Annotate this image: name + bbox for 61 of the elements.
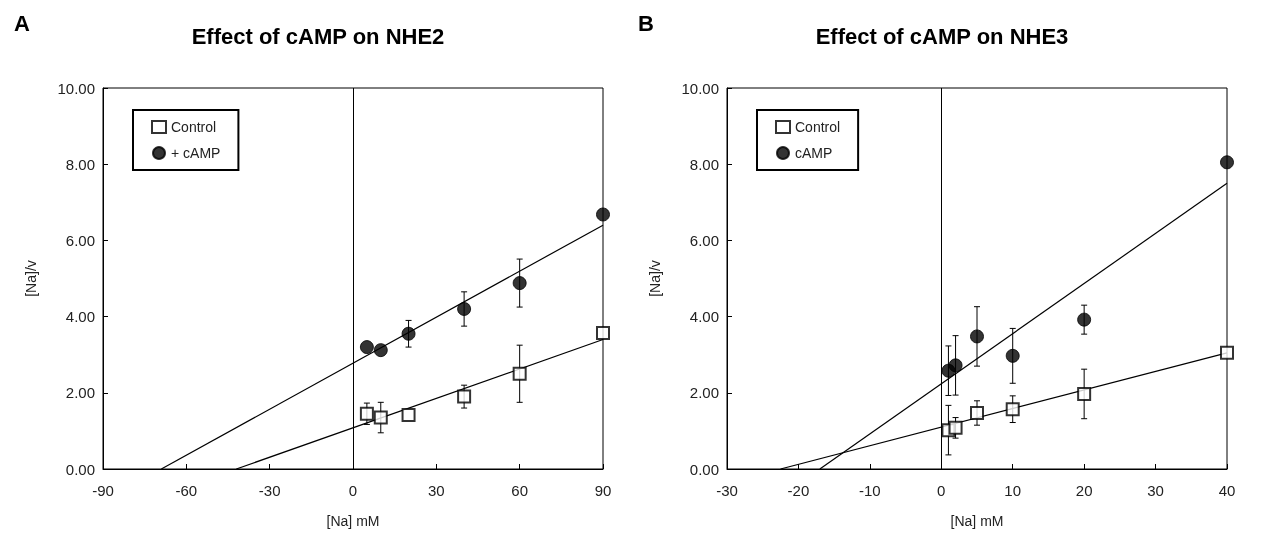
y-tick-label: 4.00 (65, 308, 95, 326)
y-axis-title: [Na]/v (23, 260, 39, 297)
text: A (14, 10, 30, 36)
x-tick-label: 10 (1004, 482, 1022, 499)
y-tick-label: 0.00 (65, 460, 95, 478)
x-tick-label: 60 (511, 482, 529, 499)
point (373, 343, 388, 358)
y-axis-title: [Na]/v (647, 260, 663, 297)
point (1005, 402, 1020, 417)
x-tick-label: 30 (427, 482, 445, 499)
point (359, 406, 374, 421)
x-tick-label: 0 (937, 482, 946, 499)
x-tick-label: -90 (92, 482, 114, 499)
legend-label: + cAMP (171, 145, 221, 161)
y-tick-label: 8.00 (65, 155, 95, 173)
legend-label: cAMP (795, 145, 833, 161)
point (512, 276, 527, 291)
point (457, 389, 472, 404)
x-tick-label: -20 (787, 482, 810, 499)
point (1005, 348, 1020, 363)
y-tick-label: 4.00 (689, 308, 719, 326)
point (948, 358, 963, 373)
point (401, 326, 416, 341)
point (401, 407, 416, 422)
x-tick-label: -60 (175, 482, 198, 499)
point (359, 340, 374, 355)
y-tick-label: 6.00 (65, 231, 95, 249)
point (373, 410, 388, 425)
x-tick-label: 90 (594, 482, 612, 499)
chart-title: Effect of cAMP on NHE3 (815, 23, 1069, 49)
y-tick-label: 6.00 (689, 231, 719, 249)
point (512, 366, 527, 381)
point (596, 325, 610, 340)
y-tick-label: 2.00 (689, 384, 719, 402)
point (1220, 345, 1234, 360)
point (970, 405, 984, 420)
point (948, 420, 963, 435)
x-tick-label: -30 (258, 482, 281, 499)
text: B (638, 10, 654, 36)
point (970, 329, 984, 344)
legend-label: Control (795, 119, 841, 135)
point (596, 207, 610, 222)
x-axis-title: [Na] mM (950, 513, 1004, 529)
y-tick-label: 8.00 (689, 155, 719, 173)
point (1220, 155, 1234, 170)
y-tick-label: 10.00 (681, 79, 719, 97)
point (1077, 312, 1092, 327)
x-tick-label: -30 (716, 482, 738, 499)
y-tick-label: 10.00 (57, 79, 95, 97)
x-axis-title: [Na] mM (326, 513, 380, 529)
y-tick-label: 2.00 (65, 384, 95, 402)
x-tick-label: 40 (1218, 482, 1236, 499)
y-tick-label: 0.00 (689, 460, 719, 478)
chart-title: Effect of cAMP on NHE2 (191, 23, 445, 49)
legend-label: Control (171, 119, 217, 135)
x-tick-label: -10 (859, 482, 881, 499)
x-tick-label: 20 (1075, 482, 1093, 499)
x-tick-label: 0 (348, 482, 358, 499)
point (1077, 386, 1092, 401)
x-tick-label: 30 (1147, 482, 1164, 499)
point (457, 301, 472, 316)
